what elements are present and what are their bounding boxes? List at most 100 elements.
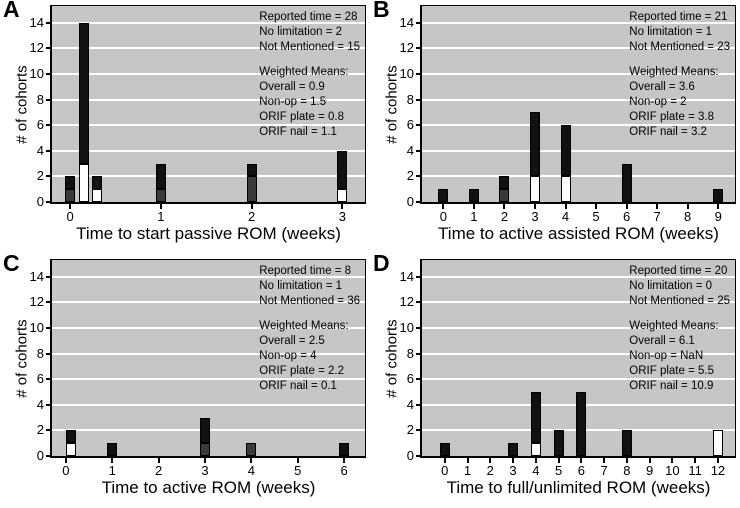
bar — [78, 6, 89, 202]
annotation-line: ORIF plate = 3.8 — [629, 111, 714, 123]
bar — [508, 260, 519, 456]
x-tick-label: 2 — [155, 463, 163, 478]
x-tick-mark — [341, 204, 344, 209]
bar-segment-white — [92, 189, 103, 202]
x-tick-mark — [512, 458, 515, 463]
y-axis-line — [50, 259, 52, 458]
x-tick-mark — [656, 204, 659, 209]
gridline — [422, 175, 735, 178]
plot-right-border — [365, 5, 366, 204]
y-tick-label: 0 — [406, 448, 414, 463]
gridline — [52, 21, 365, 24]
gridline — [422, 21, 735, 24]
panel-b: B # of cohorts Time to active assisted ROM… — [370, 0, 740, 254]
y-tick-label: 0 — [36, 194, 44, 209]
gridline — [52, 124, 365, 127]
gridline — [52, 149, 365, 152]
bar — [92, 6, 103, 202]
x-tick-mark — [694, 458, 697, 463]
x-tick-label: 5 — [592, 209, 600, 224]
bar — [468, 6, 479, 202]
annotation-line: Overall = 6.1 — [629, 335, 695, 347]
panel-c: C # of cohorts Time to active ROM (weeks) 0… — [0, 250, 370, 508]
gridline — [422, 326, 735, 329]
bar — [553, 260, 564, 456]
y-tick-label: 4 — [406, 142, 414, 158]
plot-top-border — [50, 259, 366, 260]
y-axis-line — [420, 259, 422, 458]
y-tick-mark — [46, 352, 51, 355]
bar-segment-black — [553, 430, 564, 456]
annotation-line: Non-op = 2 — [629, 96, 687, 108]
y-tick-label: 4 — [406, 396, 414, 412]
panel-d: D # of cohorts Time to full/unlimited ROM … — [370, 250, 740, 508]
x-tick-label: 12 — [710, 463, 726, 478]
x-tick-label: 0 — [66, 209, 74, 224]
x-tick-label: 3 — [531, 209, 539, 224]
gridline — [422, 149, 735, 152]
bar — [200, 260, 211, 456]
bar — [155, 6, 166, 202]
annotation-line: Reported time = 20 — [629, 265, 728, 277]
gridline — [422, 275, 735, 278]
x-tick-mark — [296, 458, 299, 463]
y-tick-label: 12 — [29, 294, 44, 310]
x-tick-label: 7 — [600, 463, 608, 478]
x-tick-label: 0 — [439, 209, 447, 224]
annotation-line: Non-op = 4 — [259, 350, 317, 362]
y-tick-label: 12 — [29, 40, 44, 56]
gridline — [52, 275, 365, 278]
y-tick-mark — [416, 326, 421, 329]
y-tick-label: 6 — [36, 371, 44, 387]
x-axis-line — [420, 202, 736, 204]
x-axis-label: Time to full/unlimited ROM (weeks) — [446, 478, 711, 497]
panel-letter: D — [373, 250, 390, 276]
annotation-line: ORIF nail = 3.2 — [629, 126, 707, 138]
annotation-line: ORIF nail = 1.1 — [259, 126, 337, 138]
x-tick-mark — [671, 458, 674, 463]
bar — [337, 6, 348, 202]
bar-segment-black — [621, 163, 632, 202]
plot-right-border — [735, 259, 736, 458]
x-tick-mark — [564, 204, 567, 209]
annotation-line — [259, 309, 360, 319]
x-tick-label: 1 — [108, 463, 116, 478]
x-tick-mark — [625, 458, 628, 463]
bar-segment-black — [621, 430, 632, 456]
x-tick-mark — [503, 204, 506, 209]
x-tick-mark — [686, 204, 689, 209]
x-tick-mark — [603, 458, 606, 463]
y-tick-mark — [416, 72, 421, 75]
bar-segment-black — [529, 112, 540, 177]
panel-letter: C — [3, 250, 20, 276]
y-tick-label: 2 — [36, 168, 44, 184]
bar — [529, 6, 540, 202]
annotation-line: Reported time = 21 — [629, 11, 728, 23]
x-tick-label: 7 — [653, 209, 661, 224]
bar-segment-black — [339, 443, 350, 456]
bar — [246, 6, 257, 202]
x-tick-mark — [157, 458, 160, 463]
x-tick-label: 9 — [646, 463, 654, 478]
x-tick-label: 5 — [554, 463, 563, 478]
x-tick-mark — [716, 458, 719, 463]
bar-segment-black — [576, 391, 587, 456]
plot-area — [52, 6, 365, 202]
panel-letter: A — [3, 0, 20, 22]
annotation-line — [259, 55, 360, 65]
y-tick-label: 2 — [406, 422, 414, 438]
plot-top-border — [50, 5, 366, 6]
x-tick-label: 8 — [623, 463, 631, 478]
annotation-line: Not Mentioned = 25 — [629, 295, 730, 307]
bar — [530, 260, 541, 456]
bar-segment-gray — [499, 189, 510, 202]
y-tick-mark — [46, 149, 51, 152]
annotation-line: No limitation = 1 — [259, 280, 343, 292]
bar-segment-gray — [200, 443, 211, 456]
y-tick-label: 12 — [399, 294, 414, 310]
gridline — [422, 378, 735, 381]
x-tick-label: 2 — [486, 463, 494, 478]
x-tick-mark — [64, 458, 67, 463]
gridline — [52, 301, 365, 304]
bar-segment-black — [65, 430, 76, 444]
